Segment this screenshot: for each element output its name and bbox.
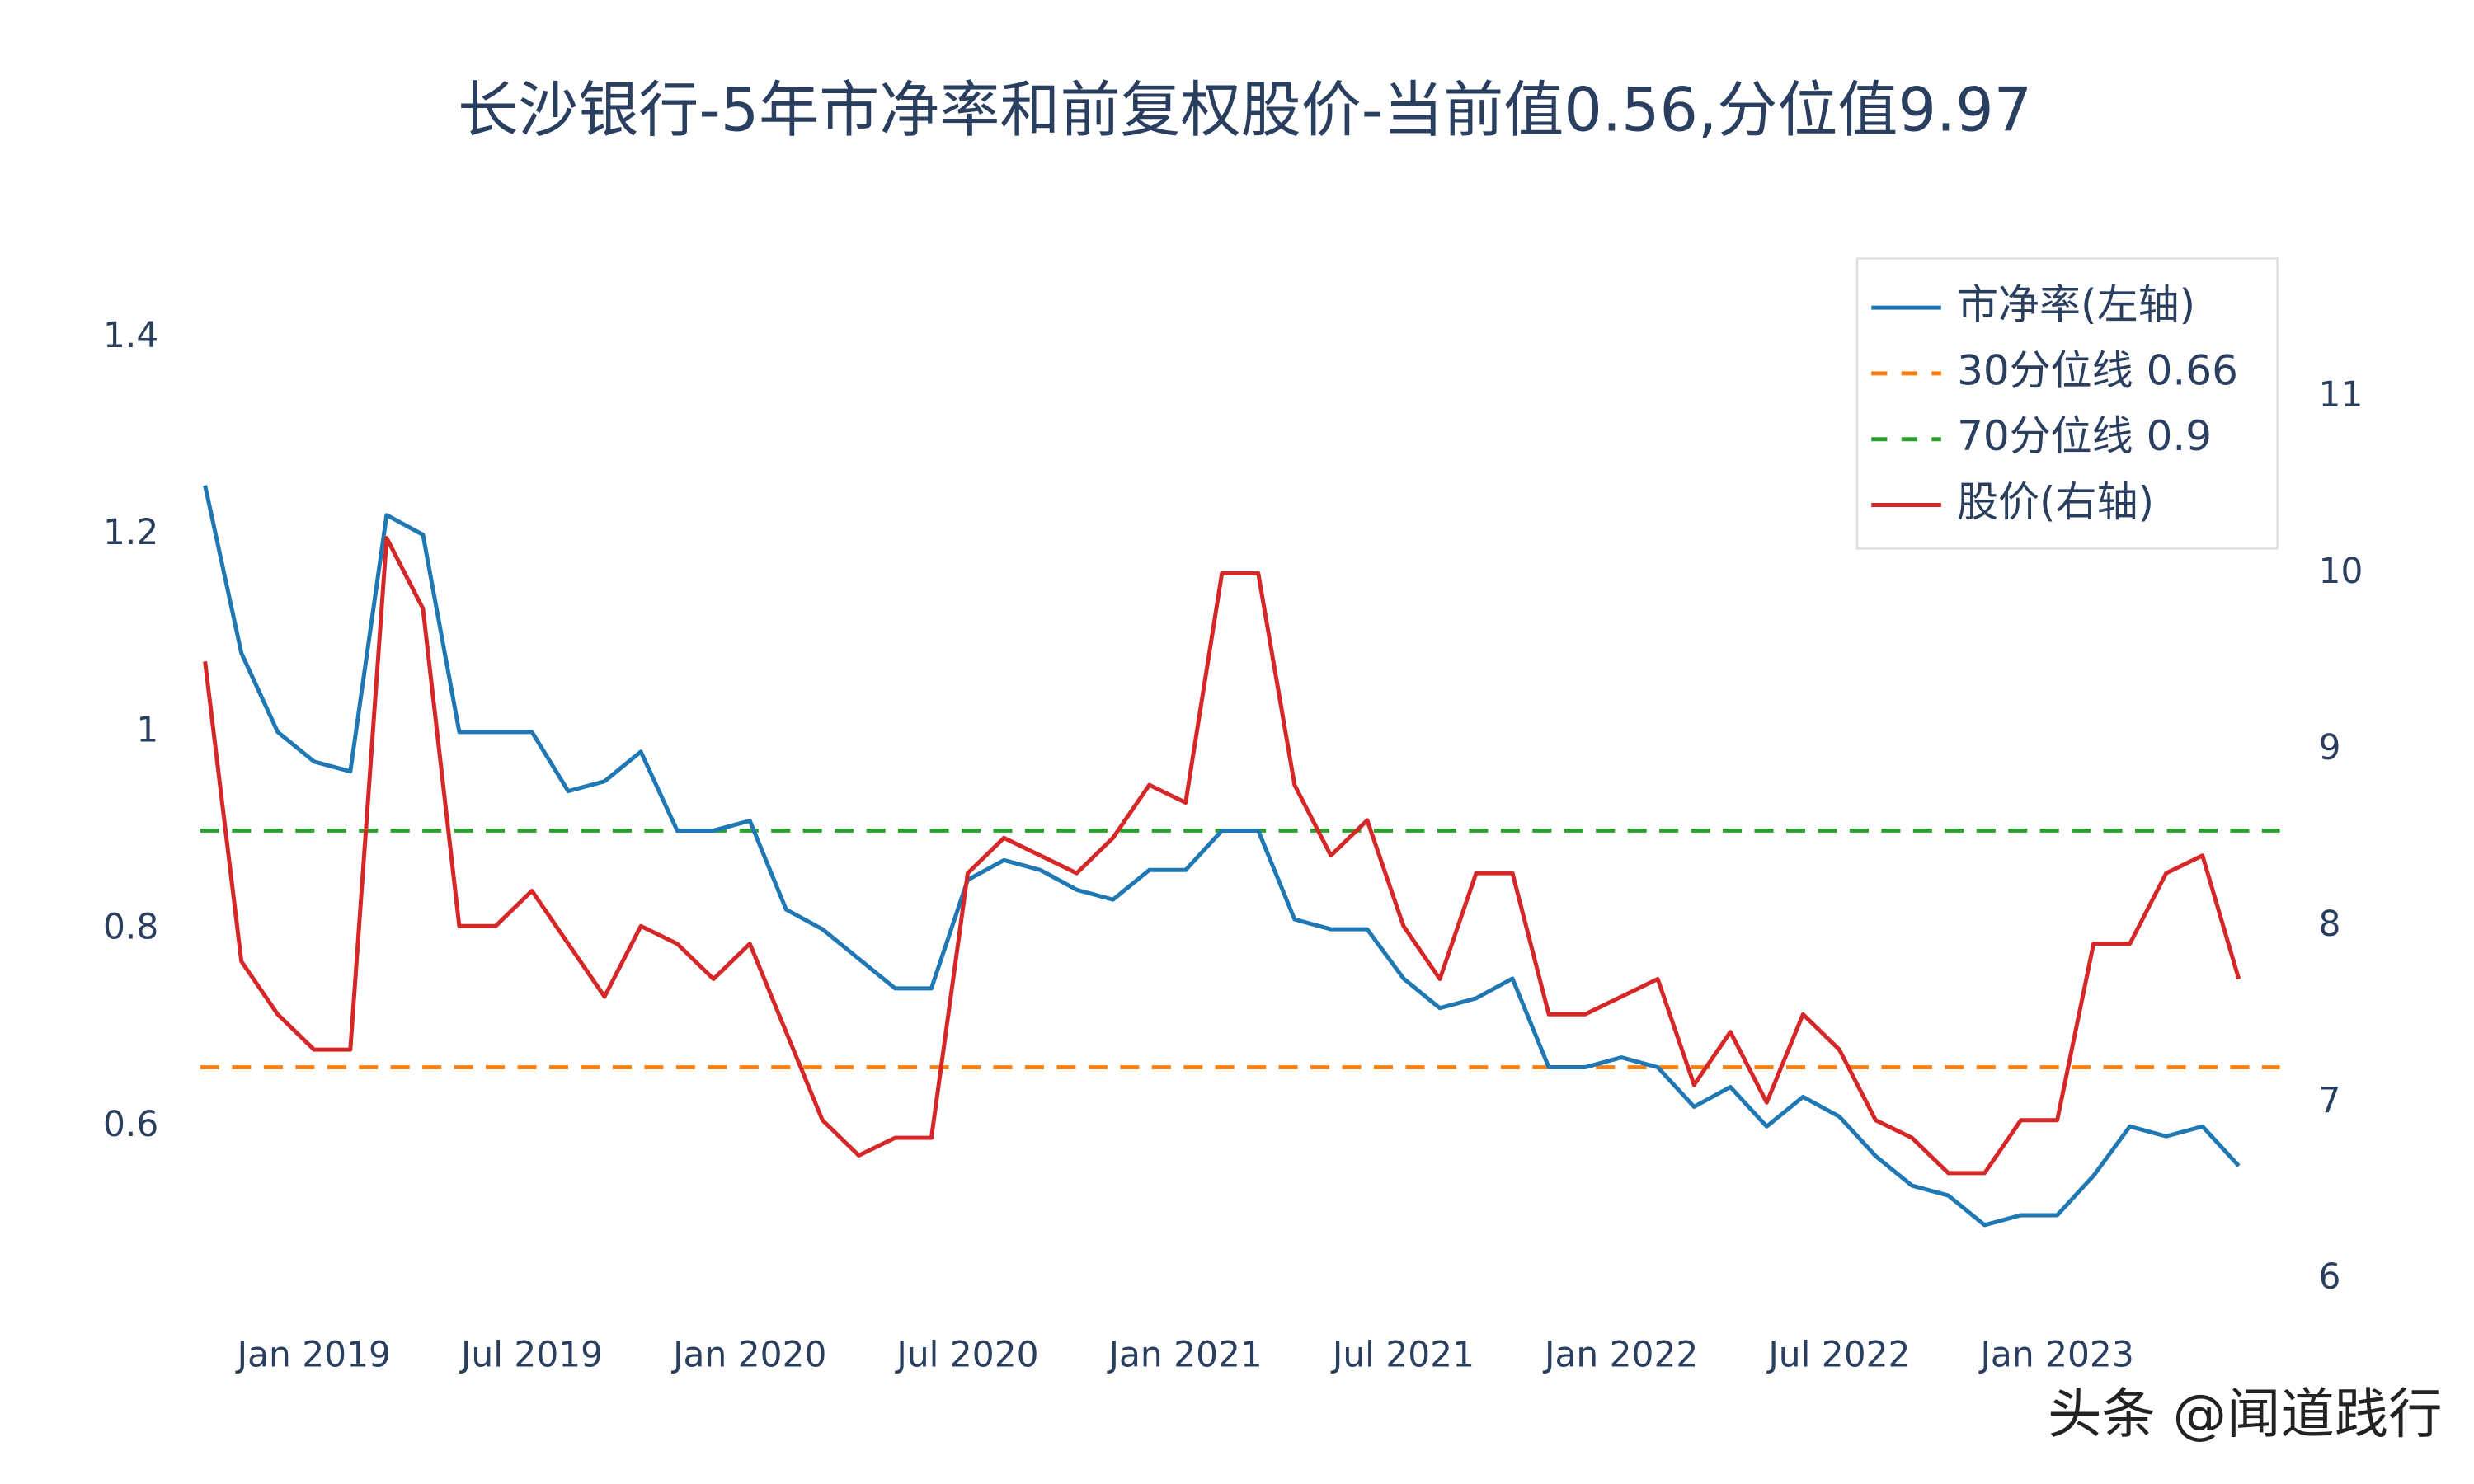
y-tick-label: 1 bbox=[136, 709, 158, 749]
x-tick-label: Jan 2021 bbox=[1107, 1335, 1263, 1375]
x-tick-label: Jul 2020 bbox=[894, 1335, 1038, 1375]
data-line bbox=[203, 485, 2241, 1228]
y-tick-label: 1.2 bbox=[103, 512, 158, 552]
legend-label: 70分位线 0.9 bbox=[1957, 412, 2212, 460]
x-tick-label: Jul 2021 bbox=[1330, 1335, 1475, 1375]
legend: 市净率(左轴) 30分位线 0.66 70分位线 0.9 股价(右轴) bbox=[1856, 257, 2279, 550]
y-tick-label: 1.4 bbox=[103, 315, 158, 355]
x-tick-label: Jul 2019 bbox=[459, 1335, 603, 1375]
y-tick-label: 0.6 bbox=[103, 1104, 158, 1144]
legend-label: 市净率(左轴) bbox=[1957, 281, 2195, 329]
x-tick-label: Jan 2020 bbox=[670, 1335, 826, 1375]
y2-tick-label: 8 bbox=[2319, 904, 2341, 944]
x-tick-label: Jan 2022 bbox=[1542, 1335, 1698, 1375]
y2-tick-label: 6 bbox=[2319, 1256, 2341, 1297]
watermark: 头条 @闻道践行 bbox=[2048, 1383, 2442, 1445]
legend-label: 30分位线 0.66 bbox=[1957, 346, 2238, 394]
y2-tick-label: 10 bbox=[2319, 551, 2363, 591]
y-tick-label: 0.8 bbox=[103, 907, 158, 947]
legend-label: 股价(右轴) bbox=[1957, 478, 2154, 526]
x-tick-label: Jul 2022 bbox=[1766, 1335, 1910, 1375]
x-tick-label: Jan 2019 bbox=[235, 1335, 391, 1375]
y2-tick-label: 9 bbox=[2319, 727, 2341, 768]
data-line bbox=[203, 536, 2241, 1176]
x-tick-label: Jan 2023 bbox=[1978, 1335, 2133, 1375]
y2-tick-label: 11 bbox=[2319, 374, 2363, 415]
chart-title: 长沙银行-5年市净率和前复权股价-当前值0.56,分位值9.97 bbox=[458, 75, 2032, 145]
y2-tick-label: 7 bbox=[2319, 1080, 2341, 1120]
